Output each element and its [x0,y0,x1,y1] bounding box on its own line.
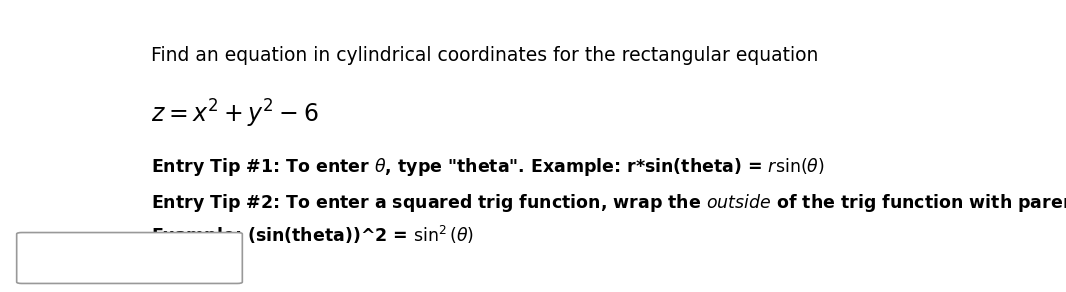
Text: Find an equation in cylindrical coordinates for the rectangular equation: Find an equation in cylindrical coordina… [151,46,819,65]
Text: Entry Tip #1: To enter $\theta$, type "theta". Example: r*sin(theta) = $r\sin(\t: Entry Tip #1: To enter $\theta$, type "t… [151,157,825,178]
Text: Example: (sin(theta))^2 = $\sin^2(\theta)$: Example: (sin(theta))^2 = $\sin^2(\theta… [151,224,474,248]
Text: $z = x^2 + y^2 - 6$: $z = x^2 + y^2 - 6$ [151,98,319,130]
Text: Entry Tip #2: To enter a squared trig function, wrap the $\it{outside}$ of the t: Entry Tip #2: To enter a squared trig fu… [151,192,1066,214]
